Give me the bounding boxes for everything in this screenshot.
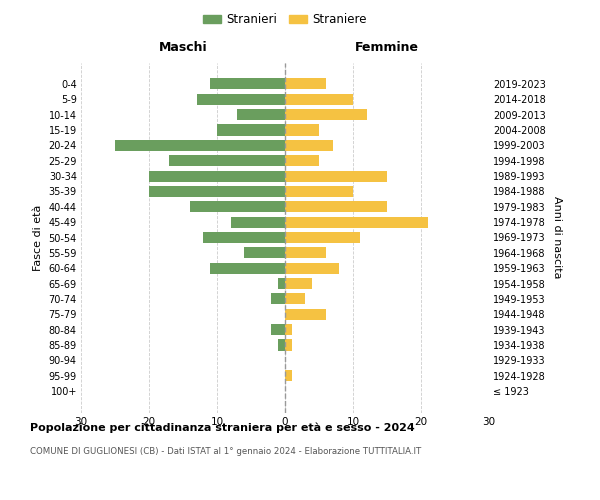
Bar	[285, 124, 319, 136]
Bar	[210, 262, 285, 274]
Bar	[285, 324, 292, 335]
Bar	[285, 186, 353, 197]
Bar	[285, 170, 387, 181]
Bar	[244, 248, 285, 258]
Bar	[271, 294, 285, 304]
Bar	[285, 340, 292, 350]
Y-axis label: Fasce di età: Fasce di età	[33, 204, 43, 270]
Bar	[238, 109, 285, 120]
Bar	[197, 94, 285, 105]
Bar	[271, 324, 285, 335]
Bar	[190, 202, 285, 212]
Bar	[285, 155, 319, 166]
Bar	[285, 216, 428, 228]
Bar	[285, 94, 353, 105]
Bar	[285, 294, 305, 304]
Bar	[230, 216, 285, 228]
Legend: Stranieri, Straniere: Stranieri, Straniere	[198, 8, 372, 31]
Bar	[285, 278, 312, 289]
Bar	[285, 109, 367, 120]
Bar	[278, 278, 285, 289]
Y-axis label: Anni di nascita: Anni di nascita	[551, 196, 562, 278]
Bar	[285, 232, 360, 243]
Bar	[203, 232, 285, 243]
Text: Popolazione per cittadinanza straniera per età e sesso - 2024: Popolazione per cittadinanza straniera p…	[30, 422, 415, 433]
Bar	[285, 202, 387, 212]
Bar	[285, 370, 292, 381]
Bar	[278, 340, 285, 350]
Bar	[149, 170, 285, 181]
Bar	[115, 140, 285, 151]
Bar	[285, 248, 326, 258]
Bar	[217, 124, 285, 136]
Bar	[210, 78, 285, 90]
Bar	[285, 262, 340, 274]
Bar	[169, 155, 285, 166]
Text: Maschi: Maschi	[158, 41, 208, 54]
Text: Femmine: Femmine	[355, 41, 419, 54]
Bar	[285, 78, 326, 90]
Text: COMUNE DI GUGLIONESI (CB) - Dati ISTAT al 1° gennaio 2024 - Elaborazione TUTTITA: COMUNE DI GUGLIONESI (CB) - Dati ISTAT a…	[30, 448, 421, 456]
Bar	[285, 140, 332, 151]
Bar	[149, 186, 285, 197]
Bar	[285, 309, 326, 320]
